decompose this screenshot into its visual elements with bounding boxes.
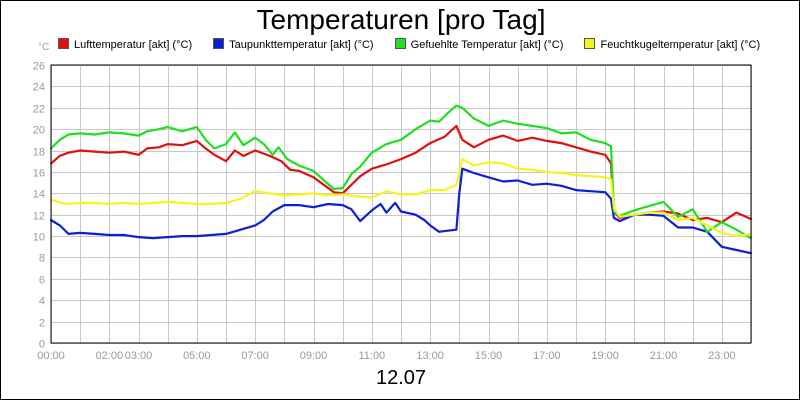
- x-tick-label: 05:00: [183, 350, 211, 362]
- x-tick-label: 21:00: [650, 350, 678, 362]
- legend-label: Feuchtkugeltemperatur [akt] (°C): [600, 39, 761, 51]
- y-tick-label: 26: [33, 61, 45, 73]
- series-line-2: [49, 104, 753, 240]
- x-tick-label: 07:00: [241, 350, 269, 362]
- y-tick-label: 8: [39, 253, 45, 265]
- y-tick-label: 18: [33, 147, 45, 159]
- legend-item-lufttemperatur: Lufttemperatur [akt] (°C): [58, 38, 192, 51]
- legend-item-gefuehlte-temperatur: Gefuehlte Temperatur [akt] (°C): [394, 38, 564, 51]
- legend-label: Lufttemperatur [akt] (°C): [74, 39, 193, 51]
- y-tick-label: 24: [33, 82, 45, 94]
- y-tick-label: 22: [33, 104, 45, 116]
- series-line-1: [49, 167, 753, 255]
- series-line-3: [49, 158, 753, 238]
- legend-item-feuchtkugeltemperatur: Feuchtkugeltemperatur [akt] (°C): [584, 38, 760, 51]
- x-tick-label: 03:00: [125, 350, 153, 362]
- x-tick-label: 00:00: [37, 350, 65, 362]
- y-tick-label: 0: [39, 339, 45, 351]
- x-tick-label: 11:00: [358, 350, 385, 362]
- plot-border: [50, 64, 752, 344]
- legend: Lufttemperatur [akt] (°C) Taupunkttemper…: [58, 38, 778, 54]
- x-tick-label: 02:00: [96, 350, 124, 362]
- legend-swatch: [584, 38, 596, 49]
- y-tick-label: 20: [33, 125, 45, 137]
- x-tick-label: 23:00: [708, 350, 736, 362]
- y-axis-unit: °C: [38, 42, 50, 53]
- y-tick-label: 16: [33, 168, 45, 180]
- y-tick-label: 14: [33, 189, 45, 201]
- legend-label: Taupunkttemperatur [akt] (°C): [229, 39, 374, 51]
- x-tick-label: 13:00: [416, 350, 444, 362]
- y-tick-label: 12: [33, 211, 45, 223]
- legend-swatch: [213, 38, 225, 49]
- legend-label: Gefuehlte Temperatur [akt] (°C): [410, 39, 564, 51]
- grid-lines: [51, 65, 752, 344]
- series-lines: [49, 104, 753, 255]
- x-tick-label: 17:00: [533, 350, 561, 362]
- legend-swatch: [58, 38, 69, 49]
- x-tick-label: 15:00: [475, 350, 503, 362]
- legend-item-taupunkttemperatur: Taupunkttemperatur [akt] (°C): [213, 38, 374, 51]
- y-tick-label: 4: [39, 296, 45, 308]
- legend-swatch: [394, 38, 406, 49]
- x-tick-label: 09:00: [300, 350, 328, 362]
- chart-title: Temperaturen [pro Tag]: [256, 4, 546, 35]
- x-axis-ticks: 00:00 02:00 03:00 05:00 07:00 09:00 11:00 13:00…: [37, 350, 735, 362]
- x-tick-label: 19:00: [591, 350, 619, 362]
- y-tick-label: 10: [33, 232, 45, 244]
- x-axis-date-label: 12.07: [375, 367, 427, 389]
- y-tick-label: 6: [39, 275, 45, 287]
- y-tick-label: 2: [39, 318, 45, 330]
